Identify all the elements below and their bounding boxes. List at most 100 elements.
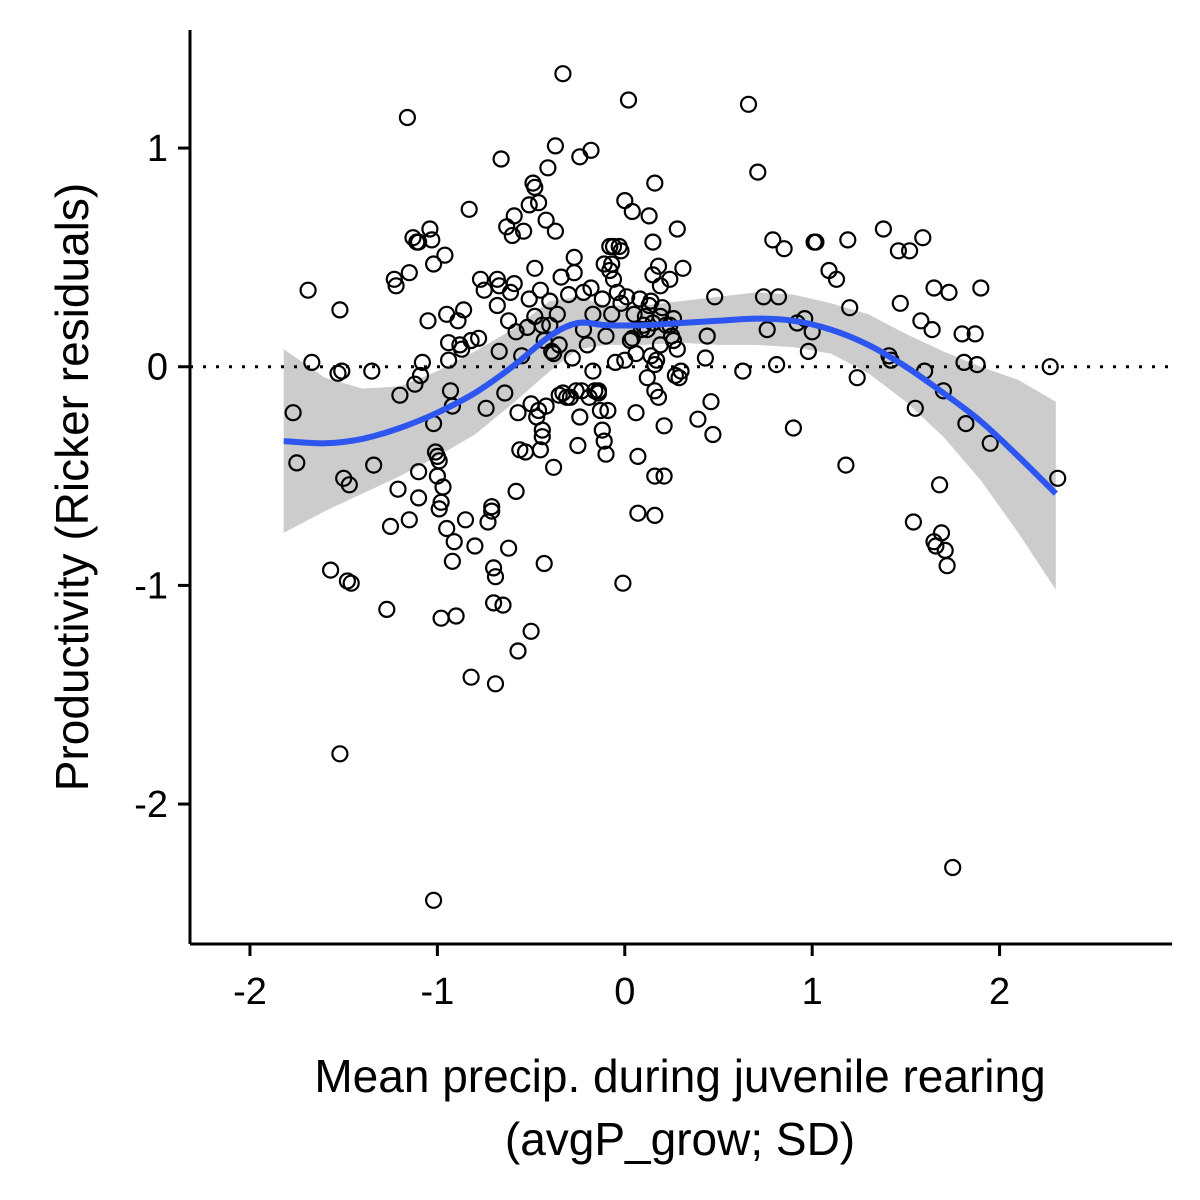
data-point — [702, 393, 720, 411]
data-point — [501, 283, 520, 301]
data-point — [331, 301, 349, 319]
data-point — [807, 233, 825, 251]
data-point — [591, 401, 610, 420]
data-point — [500, 539, 518, 557]
data-point — [404, 229, 422, 247]
data-point — [906, 399, 924, 417]
data-point — [827, 270, 846, 288]
data-point — [500, 312, 518, 330]
data-point — [664, 331, 683, 350]
data-point — [389, 480, 407, 498]
data-point — [578, 336, 596, 354]
data-point — [623, 202, 641, 221]
data-point — [503, 226, 521, 245]
data-point — [1041, 358, 1059, 376]
data-point — [649, 257, 668, 275]
data-point — [565, 248, 583, 266]
data-point — [520, 196, 538, 214]
data-point — [494, 596, 512, 614]
data-point — [490, 342, 508, 360]
data-point — [533, 421, 551, 439]
data-point — [612, 242, 630, 260]
data-point — [425, 891, 443, 909]
data-point — [507, 482, 525, 500]
data-point — [466, 537, 484, 555]
x-tick-label: -2 — [233, 971, 267, 1013]
x-tick-label: 1 — [802, 971, 823, 1013]
smooth-trend-line — [283, 315, 1058, 496]
data-point — [955, 353, 973, 371]
data-point — [432, 609, 450, 627]
data-point — [531, 441, 550, 459]
data-point — [440, 351, 458, 369]
data-point — [734, 362, 752, 380]
data-point — [522, 622, 540, 640]
data-point — [398, 108, 416, 127]
data-point — [456, 511, 475, 529]
data-point — [629, 447, 647, 465]
data-point — [841, 299, 859, 317]
data-point — [447, 607, 465, 625]
data-point — [944, 858, 962, 877]
data-point — [739, 95, 758, 113]
y-axis-title: Productivity (Ricker residuals) — [46, 183, 98, 791]
data-point — [492, 150, 510, 168]
data-point — [526, 178, 544, 196]
data-point — [619, 91, 638, 109]
data-point — [672, 362, 690, 380]
data-point — [668, 220, 686, 238]
data-point — [646, 174, 664, 192]
data-point — [419, 312, 437, 330]
data-point — [614, 574, 632, 592]
data-point — [784, 419, 803, 437]
data-point — [496, 384, 514, 402]
data-point — [655, 417, 673, 435]
data-point — [571, 408, 589, 426]
data-point — [550, 336, 568, 354]
data-point — [509, 404, 527, 422]
data-point — [331, 745, 349, 763]
data-point — [381, 517, 400, 536]
data-point — [526, 259, 544, 277]
data-point — [595, 432, 613, 450]
data-point — [477, 399, 495, 417]
data-point — [385, 270, 403, 288]
data-point — [509, 642, 527, 660]
data-point — [616, 192, 634, 210]
data-point — [430, 500, 448, 518]
data-point — [668, 340, 686, 358]
data-point — [775, 240, 793, 258]
data-point — [638, 369, 656, 387]
data-point — [593, 421, 611, 439]
data-point — [443, 552, 461, 570]
data-point — [571, 148, 589, 166]
data-point — [438, 305, 456, 323]
data-point — [923, 321, 941, 339]
data-point — [764, 231, 782, 249]
data-point — [445, 533, 463, 551]
data-point — [642, 347, 660, 365]
data-point — [391, 386, 409, 404]
data-point — [486, 568, 505, 586]
data-point — [706, 288, 724, 306]
data-point — [410, 233, 428, 251]
data-point — [839, 231, 857, 249]
data-point — [889, 242, 908, 260]
data-point — [599, 401, 617, 420]
data-point — [565, 264, 583, 282]
data-point — [972, 279, 990, 297]
data-point — [434, 478, 452, 496]
data-point — [704, 425, 722, 444]
data-point — [413, 353, 431, 371]
data-point — [900, 242, 919, 260]
y-tick-label: 1 — [147, 128, 168, 170]
data-point — [520, 290, 538, 308]
data-point — [423, 231, 441, 249]
data-point — [930, 476, 949, 494]
data-point — [284, 404, 302, 422]
data-point — [462, 331, 480, 350]
data-point — [799, 342, 818, 360]
data-point — [597, 445, 615, 463]
data-point — [406, 375, 424, 393]
